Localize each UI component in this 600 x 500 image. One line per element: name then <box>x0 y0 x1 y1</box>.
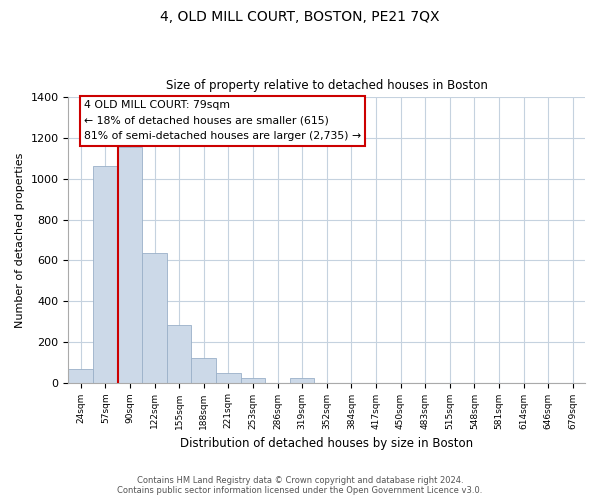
Bar <box>241 378 265 382</box>
Bar <box>142 253 167 382</box>
Bar <box>118 147 142 382</box>
Bar <box>93 166 118 382</box>
Title: Size of property relative to detached houses in Boston: Size of property relative to detached ho… <box>166 79 488 92</box>
Text: 4 OLD MILL COURT: 79sqm
← 18% of detached houses are smaller (615)
81% of semi-d: 4 OLD MILL COURT: 79sqm ← 18% of detache… <box>84 100 361 141</box>
Bar <box>68 370 93 382</box>
Text: Contains HM Land Registry data © Crown copyright and database right 2024.
Contai: Contains HM Land Registry data © Crown c… <box>118 476 482 495</box>
Text: 4, OLD MILL COURT, BOSTON, PE21 7QX: 4, OLD MILL COURT, BOSTON, PE21 7QX <box>160 10 440 24</box>
Bar <box>216 373 241 382</box>
X-axis label: Distribution of detached houses by size in Boston: Distribution of detached houses by size … <box>180 437 473 450</box>
Bar <box>290 378 314 382</box>
Bar <box>191 358 216 382</box>
Bar <box>167 324 191 382</box>
Y-axis label: Number of detached properties: Number of detached properties <box>15 152 25 328</box>
